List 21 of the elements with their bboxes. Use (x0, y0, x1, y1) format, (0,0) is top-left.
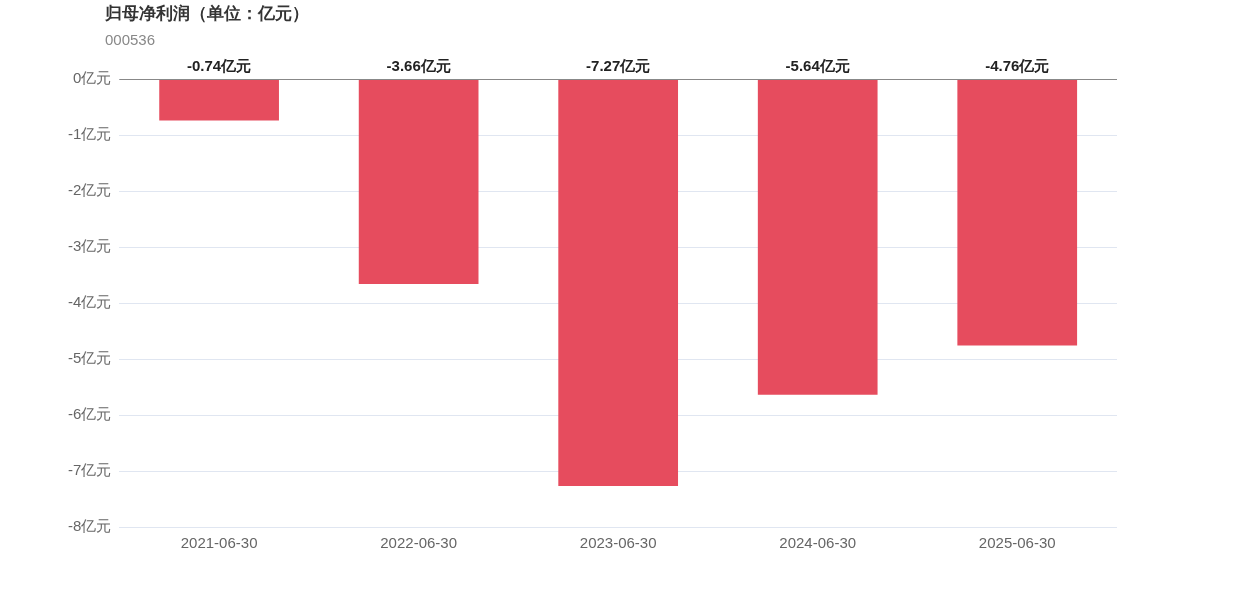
y-tick-label: -3亿元 (67, 237, 112, 255)
data-label: -4.76亿元 (985, 56, 1050, 74)
y-tick-label: -1亿元 (67, 125, 112, 143)
chart-title: 归母净利润（单位：亿元） (105, 3, 309, 25)
y-tick-label: 0亿元 (72, 69, 112, 87)
data-label: -0.74亿元 (187, 56, 252, 74)
y-tick-label: -4亿元 (67, 293, 112, 311)
x-tick-label: 2025-06-30 (978, 534, 1056, 552)
y-tick-label: -5亿元 (67, 349, 112, 367)
data-label: -7.27亿元 (586, 56, 651, 74)
chart-subtitle: 000536 (105, 31, 156, 48)
data-label: -5.64亿元 (785, 56, 850, 74)
x-tick-label: 2023-06-30 (579, 534, 657, 552)
y-tick-label: -7亿元 (67, 461, 112, 479)
y-tick-label: -2亿元 (67, 181, 112, 199)
x-tick-label: 2024-06-30 (779, 534, 857, 552)
x-tick-label: 2021-06-30 (180, 534, 258, 552)
x-tick-label: 2022-06-30 (380, 534, 457, 552)
y-tick-label: -8亿元 (67, 517, 112, 535)
data-label: -3.66亿元 (386, 56, 451, 74)
y-tick-label: -6亿元 (67, 405, 112, 423)
